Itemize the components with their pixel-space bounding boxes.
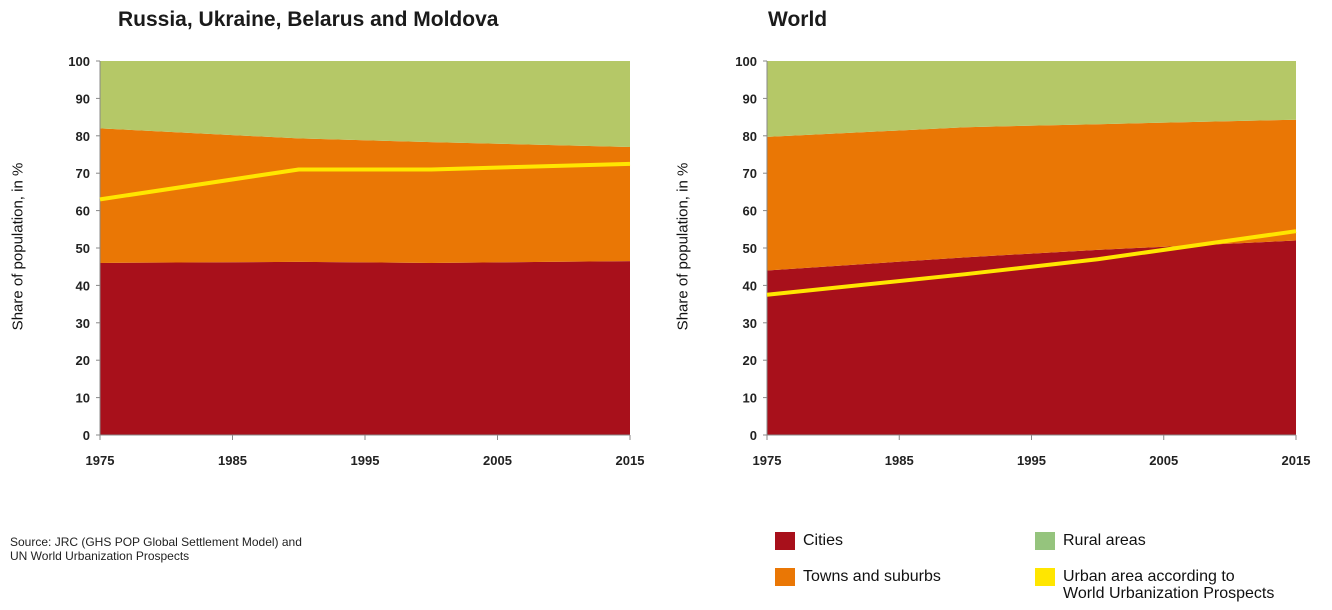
right-y-tick-label: 10	[743, 391, 757, 406]
right-y-tick-label: 60	[743, 204, 757, 219]
right-x-tick-label: 1995	[1017, 453, 1046, 468]
legend-item-towns: Towns and suburbs	[775, 568, 941, 586]
legend-swatch-urban	[1035, 568, 1055, 586]
legend-label-urban: Urban area according to World Urbanizati…	[1063, 568, 1274, 602]
left-area-cities	[100, 261, 630, 435]
legend-swatch-towns	[775, 568, 795, 586]
right-y-tick-label: 30	[743, 316, 757, 331]
right-area-towns	[767, 119, 1296, 271]
left-urban-line	[99, 161, 631, 202]
left-y-tick-label: 30	[76, 316, 90, 331]
left-x-tick-label: 2005	[483, 453, 512, 468]
left-y-tick-label: 20	[76, 353, 90, 368]
right-area-cities	[767, 240, 1296, 435]
right-y-tick-label: 90	[743, 91, 757, 106]
chart-title-left: Russia, Ukraine, Belarus and Moldova	[118, 8, 499, 31]
right-x-tick-label: 2005	[1149, 453, 1178, 468]
right-y-tick-label: 50	[743, 241, 757, 256]
left-area-towns	[100, 128, 630, 263]
source-note: Source: JRC (GHS POP Global Settlement M…	[10, 535, 370, 563]
right-y-tick-label: 20	[743, 353, 757, 368]
left-y-tick-label: 40	[76, 278, 90, 293]
left-area-rural	[100, 61, 630, 148]
left-y-tick-label: 70	[76, 166, 90, 181]
right-y-tick-label: 0	[750, 428, 757, 443]
right-x-tick-label: 2015	[1282, 453, 1311, 468]
right-y-tick-label: 80	[743, 129, 757, 144]
left-y-tick-label: 100	[68, 54, 90, 69]
right-area-rural	[767, 61, 1296, 137]
legend-label-cities: Cities	[803, 532, 844, 549]
left-y-tick-label: 50	[76, 241, 90, 256]
source-line-1: Source: JRC (GHS POP Global Settlement M…	[10, 535, 302, 549]
legend-label-urban-line2: World Urbanization Prospects	[1063, 585, 1275, 602]
legend-item-urban: Urban area according to World Urbanizati…	[1035, 568, 1274, 602]
chart-title-right: World	[768, 8, 828, 31]
legend-swatch-cities	[775, 532, 795, 550]
left-x-tick-label: 1975	[86, 453, 115, 468]
legend-label-rural: Rural areas	[1063, 532, 1146, 549]
left-x-tick-label: 1995	[351, 453, 380, 468]
left-y-tick-label: 80	[76, 129, 90, 144]
legend-item-cities: Cities	[775, 532, 843, 550]
left-x-tick-label: 1985	[218, 453, 247, 468]
right-y-tick-label: 70	[743, 166, 757, 181]
left-y-tick-label: 90	[76, 91, 90, 106]
left-x-tick-label: 2015	[616, 453, 645, 468]
right-urban-line	[766, 229, 1297, 297]
left-y-tick-label: 10	[76, 391, 90, 406]
left-y-tick-label: 0	[83, 428, 90, 443]
left-y-tick-label: 60	[76, 204, 90, 219]
legend-label-towns: Towns and suburbs	[803, 568, 941, 585]
right-y-tick-label: 100	[735, 54, 757, 69]
legend-label-urban-line1: Urban area according to	[1063, 568, 1235, 585]
legend-item-rural: Rural areas	[1035, 532, 1146, 550]
right-x-tick-label: 1985	[885, 453, 914, 468]
legend-swatch-rural	[1035, 532, 1055, 550]
right-x-tick-label: 1975	[753, 453, 782, 468]
source-line-2: UN World Urbanization Prospects	[10, 549, 190, 563]
right-y-tick-label: 40	[743, 278, 757, 293]
